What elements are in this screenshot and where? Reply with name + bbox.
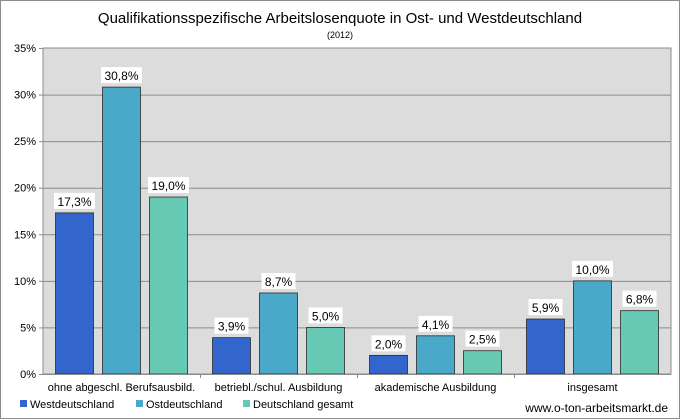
data-label: 8,7%: [265, 275, 293, 289]
data-label-background: [54, 192, 95, 209]
x-tick-label: betriebl./schul. Ausbildung: [215, 382, 343, 394]
chart-title: Qualifikationsspezifische Arbeitslosenqu…: [98, 10, 582, 27]
data-label-background: [465, 330, 500, 347]
x-tick-label: insgesamt: [567, 382, 617, 394]
legend-label: Westdeutschland: [30, 399, 114, 411]
data-label: 3,9%: [218, 320, 246, 334]
data-label-background: [308, 307, 343, 324]
data-label-background: [528, 299, 563, 316]
bar: [463, 350, 502, 375]
data-label-background: [101, 67, 142, 84]
y-tick-label: 5%: [20, 322, 36, 334]
y-tick-label: 15%: [14, 229, 36, 241]
data-label: 2,0%: [375, 337, 403, 351]
y-tick-label: 10%: [14, 276, 36, 288]
bar: [526, 318, 565, 375]
y-tick-label: 0%: [20, 369, 36, 381]
data-label: 30,8%: [104, 69, 138, 83]
data-label-background: [418, 315, 453, 332]
x-tick-label: akademische Ausbildung: [375, 382, 497, 394]
y-tick-label: 35%: [14, 43, 36, 55]
data-label-background: [622, 290, 657, 307]
bar: [416, 335, 455, 375]
x-axis: ohne abgeschl. Berufsausbild. betriebl./s…: [43, 374, 671, 394]
bar: [620, 310, 659, 375]
legend-label: Deutschland gesamt: [253, 399, 353, 411]
data-label-background: [148, 177, 189, 194]
data-label: 10,0%: [575, 263, 609, 277]
legend-swatch: [136, 400, 143, 407]
data-label: 4,1%: [422, 318, 450, 332]
data-label: 19,0%: [151, 179, 185, 193]
y-tick-label: 25%: [14, 136, 36, 148]
data-label-background: [214, 317, 249, 334]
bar: [306, 327, 345, 375]
data-label-background: [572, 260, 613, 277]
bar: [259, 292, 298, 375]
bar: [212, 337, 251, 375]
y-tick-label: 30%: [14, 90, 36, 102]
legend: Westdeutschland Ostdeutschland Deutschland…: [20, 399, 353, 411]
bar: [149, 196, 188, 375]
y-tick-label: 20%: [14, 183, 36, 195]
y-axis: 0% 5% 10% 15% 20% 25% 30% 35%: [14, 43, 43, 381]
bar: [55, 212, 94, 375]
chart-subtitle: (2012): [327, 30, 353, 40]
data-label: 5,9%: [532, 301, 560, 315]
data-label: 5,0%: [312, 309, 340, 323]
legend-swatch: [243, 400, 250, 407]
data-label: 17,3%: [57, 195, 91, 209]
data-label-background: [261, 272, 296, 289]
plot-area: [42, 47, 672, 375]
bar: [102, 86, 141, 375]
source-label: www.o-ton-arbeitsmarkt.de: [524, 401, 668, 415]
data-label-background: [371, 335, 406, 352]
bars: 17,3% 30,8% 19,0% 3,9% 8,7% 5,0% 2,0% 4,1% 2,5% 5…: [54, 67, 659, 375]
legend-swatch: [20, 400, 27, 407]
gridlines: [43, 94, 671, 329]
data-label: 2,5%: [469, 333, 497, 347]
bar: [573, 280, 612, 375]
legend-label: Ostdeutschland: [146, 399, 222, 411]
bar: [369, 354, 408, 375]
x-tick-label: ohne abgeschl. Berufsausbild.: [48, 382, 195, 394]
data-label: 6,8%: [626, 293, 654, 307]
